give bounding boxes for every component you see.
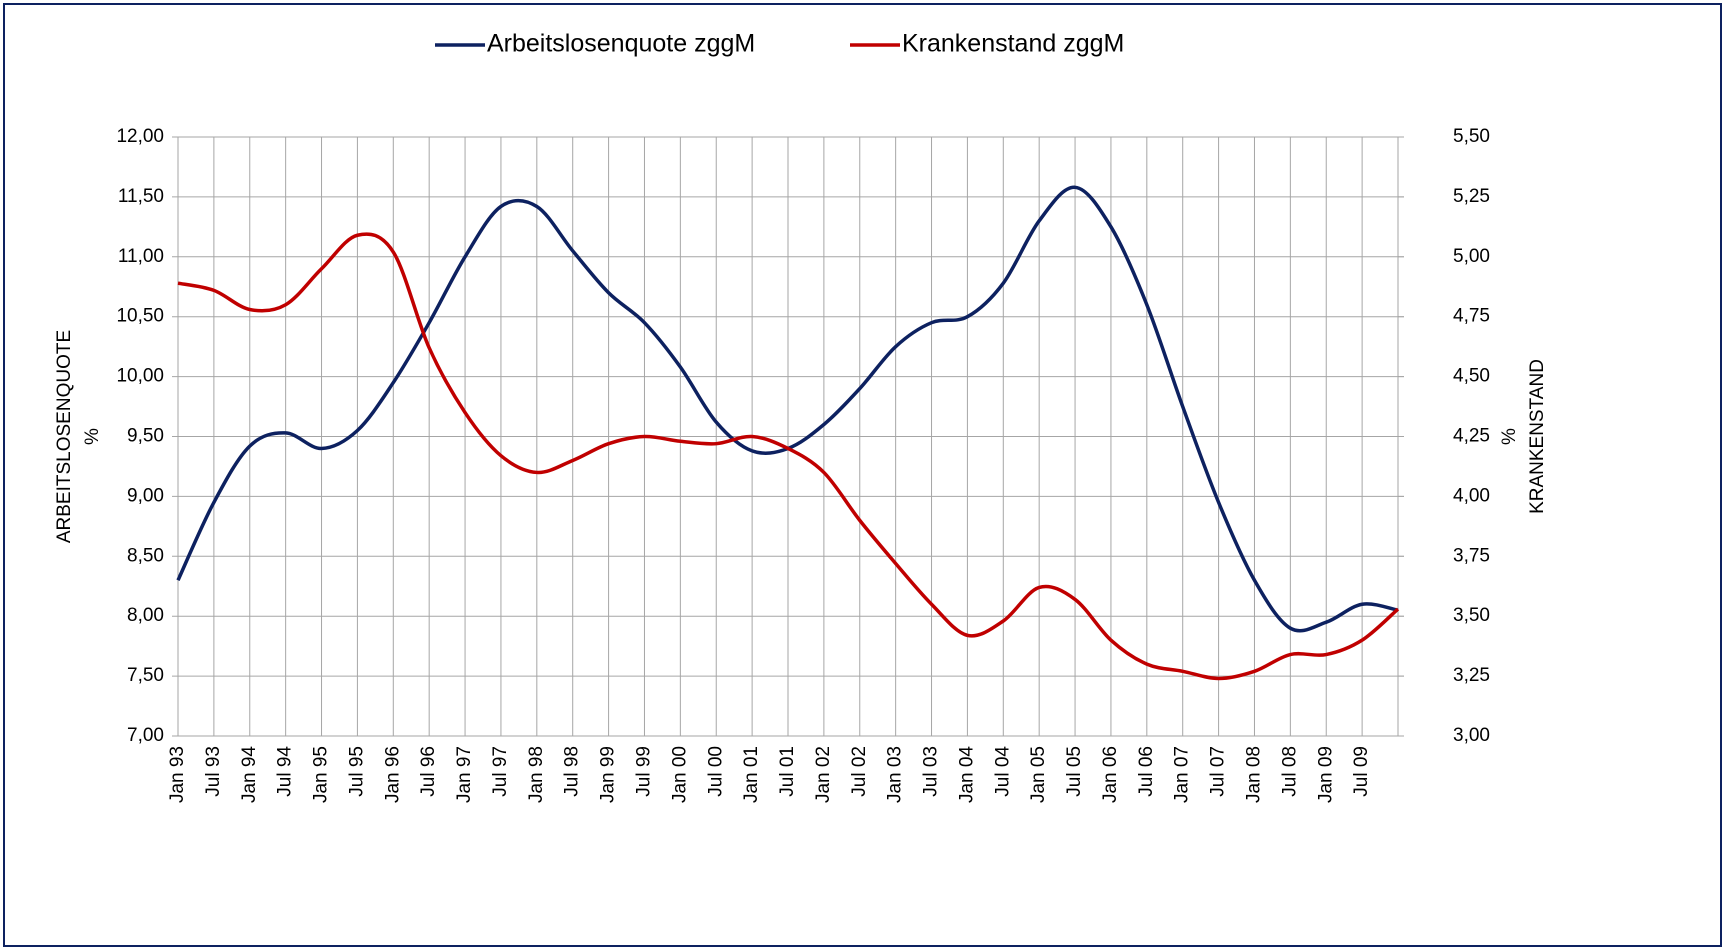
x-tick-label: Jul 05 bbox=[1064, 746, 1085, 797]
y-tick-label: 10,50 bbox=[116, 306, 164, 327]
x-tick-label: Jul 93 bbox=[203, 746, 224, 797]
x-tick-label: Jul 09 bbox=[1351, 746, 1372, 797]
x-tick-label: Jul 06 bbox=[1136, 746, 1157, 797]
x-tick-label: Jul 03 bbox=[921, 746, 942, 797]
y-axis-title: ARBEITSLOSENQUOTE bbox=[54, 330, 75, 543]
x-tick-label: Jan 02 bbox=[813, 746, 834, 803]
x-tick-label: Jul 95 bbox=[346, 746, 367, 797]
x-tick-label: Jul 99 bbox=[633, 746, 654, 797]
y2-axis-title: KRANKENSTAND bbox=[1527, 359, 1548, 514]
x-tick-label: Jan 09 bbox=[1315, 746, 1336, 803]
frame bbox=[3, 3, 1722, 947]
x-tick-label: Jul 94 bbox=[275, 746, 296, 797]
y2-tick-label: 5,25 bbox=[1453, 186, 1490, 207]
x-tick-label: Jan 95 bbox=[311, 746, 332, 803]
y2-tick-label: 4,00 bbox=[1453, 485, 1490, 506]
x-tick-label: Jul 01 bbox=[777, 746, 798, 797]
x-tick-label: Jan 06 bbox=[1100, 746, 1121, 803]
y-tick-label: 10,00 bbox=[116, 366, 164, 387]
y-tick-label: 7,00 bbox=[127, 725, 164, 746]
y2-axis-title: % bbox=[1499, 428, 1520, 445]
x-tick-label: Jul 04 bbox=[992, 746, 1013, 797]
y-tick-label: 12,00 bbox=[116, 126, 164, 147]
x-tick-label: Jan 97 bbox=[454, 746, 475, 803]
y2-tick-label: 5,50 bbox=[1453, 126, 1490, 147]
x-tick-label: Jan 05 bbox=[1028, 746, 1049, 803]
x-tick-label: Jul 08 bbox=[1279, 746, 1300, 797]
y-tick-label: 7,50 bbox=[127, 665, 164, 686]
x-tick-label: Jan 98 bbox=[526, 746, 547, 803]
series-line bbox=[176, 185, 1399, 633]
y2-tick-label: 4,75 bbox=[1453, 306, 1490, 327]
y-tick-label: 11,00 bbox=[118, 246, 164, 267]
x-tick-label: Jul 97 bbox=[490, 746, 511, 797]
x-tick-label: Jan 93 bbox=[167, 746, 188, 803]
x-tick-label: Jan 01 bbox=[741, 746, 762, 803]
y2-tick-label: 3,75 bbox=[1453, 545, 1490, 566]
x-tick-label: Jan 96 bbox=[382, 746, 403, 803]
x-tick-label: Jan 07 bbox=[1172, 746, 1193, 803]
x-tick-label: Jan 08 bbox=[1243, 746, 1264, 803]
series-line bbox=[177, 232, 1400, 681]
x-tick-label: Jul 98 bbox=[562, 746, 583, 797]
y2-tick-label: 4,25 bbox=[1453, 426, 1490, 447]
legend-label: Arbeitslosenquote zggM bbox=[487, 30, 755, 58]
x-tick-label: Jul 00 bbox=[705, 746, 726, 797]
y2-tick-label: 3,50 bbox=[1453, 605, 1490, 626]
x-tick-label: Jan 03 bbox=[885, 746, 906, 803]
y-tick-label: 8,00 bbox=[127, 605, 164, 626]
y-tick-label: 9,00 bbox=[127, 485, 164, 506]
x-tick-label: Jul 96 bbox=[418, 746, 439, 797]
x-tick-label: Jul 07 bbox=[1208, 746, 1229, 797]
x-tick-label: Jan 99 bbox=[598, 746, 619, 803]
x-tick-label: Jan 94 bbox=[239, 746, 260, 803]
x-tick-label: Jan 00 bbox=[669, 746, 690, 803]
x-tick-label: Jul 02 bbox=[849, 746, 870, 797]
y2-tick-label: 5,00 bbox=[1453, 246, 1490, 267]
y2-tick-label: 4,50 bbox=[1453, 366, 1490, 387]
y-axis-title: % bbox=[82, 428, 103, 445]
y2-tick-label: 3,00 bbox=[1453, 725, 1490, 746]
y-tick-label: 11,50 bbox=[118, 186, 164, 207]
x-tick-label: Jan 04 bbox=[956, 746, 977, 803]
y-tick-label: 8,50 bbox=[127, 545, 164, 566]
legend-label: Krankenstand zggM bbox=[902, 30, 1124, 58]
y2-tick-label: 3,25 bbox=[1453, 665, 1490, 686]
y-tick-label: 9,50 bbox=[127, 426, 164, 447]
